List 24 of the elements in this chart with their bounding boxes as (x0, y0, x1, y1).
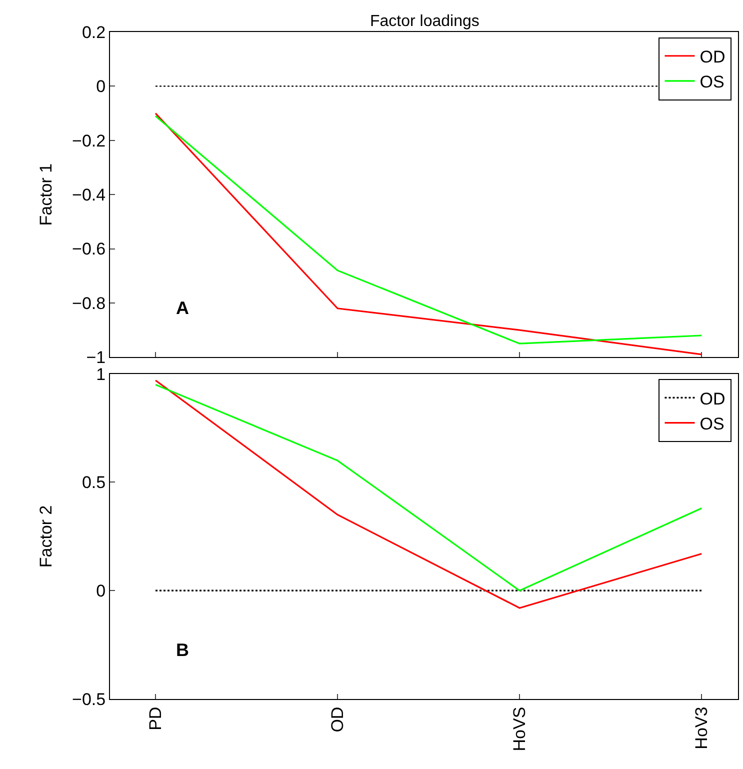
y-tick-label: −0.5 (72, 690, 106, 709)
x-tick-label: HoVS (510, 706, 530, 752)
y-tick-label: −0.6 (72, 240, 106, 259)
y-tick-label: 1 (96, 364, 106, 384)
y-tick-label: −1 (86, 348, 106, 368)
legend-label: OS (700, 414, 724, 434)
y-tick-label: 0.5 (82, 473, 106, 492)
chart-title: Factor loadings (370, 13, 480, 30)
y-tick-label: −0.8 (72, 294, 106, 313)
y-tick-label: 0.2 (82, 22, 106, 42)
y-tick-label: 0 (96, 77, 106, 96)
x-tick-label: HoV3 (692, 706, 712, 750)
y-tick-label: 0 (96, 582, 106, 601)
y-tick-label: −0.2 (72, 131, 106, 150)
y-tick-label: −0.4 (72, 186, 106, 205)
legend-label: OS (700, 72, 724, 92)
legend-label: OD (700, 48, 726, 67)
x-tick-label: PD (146, 706, 166, 730)
annotation: B (176, 640, 189, 660)
y-axis-title: Factor 2 (36, 505, 56, 568)
y-axis-title: Factor 1 (36, 163, 56, 226)
annotation: A (176, 298, 189, 318)
x-tick-label: OD (328, 706, 348, 732)
legend-label: OD (700, 389, 726, 408)
